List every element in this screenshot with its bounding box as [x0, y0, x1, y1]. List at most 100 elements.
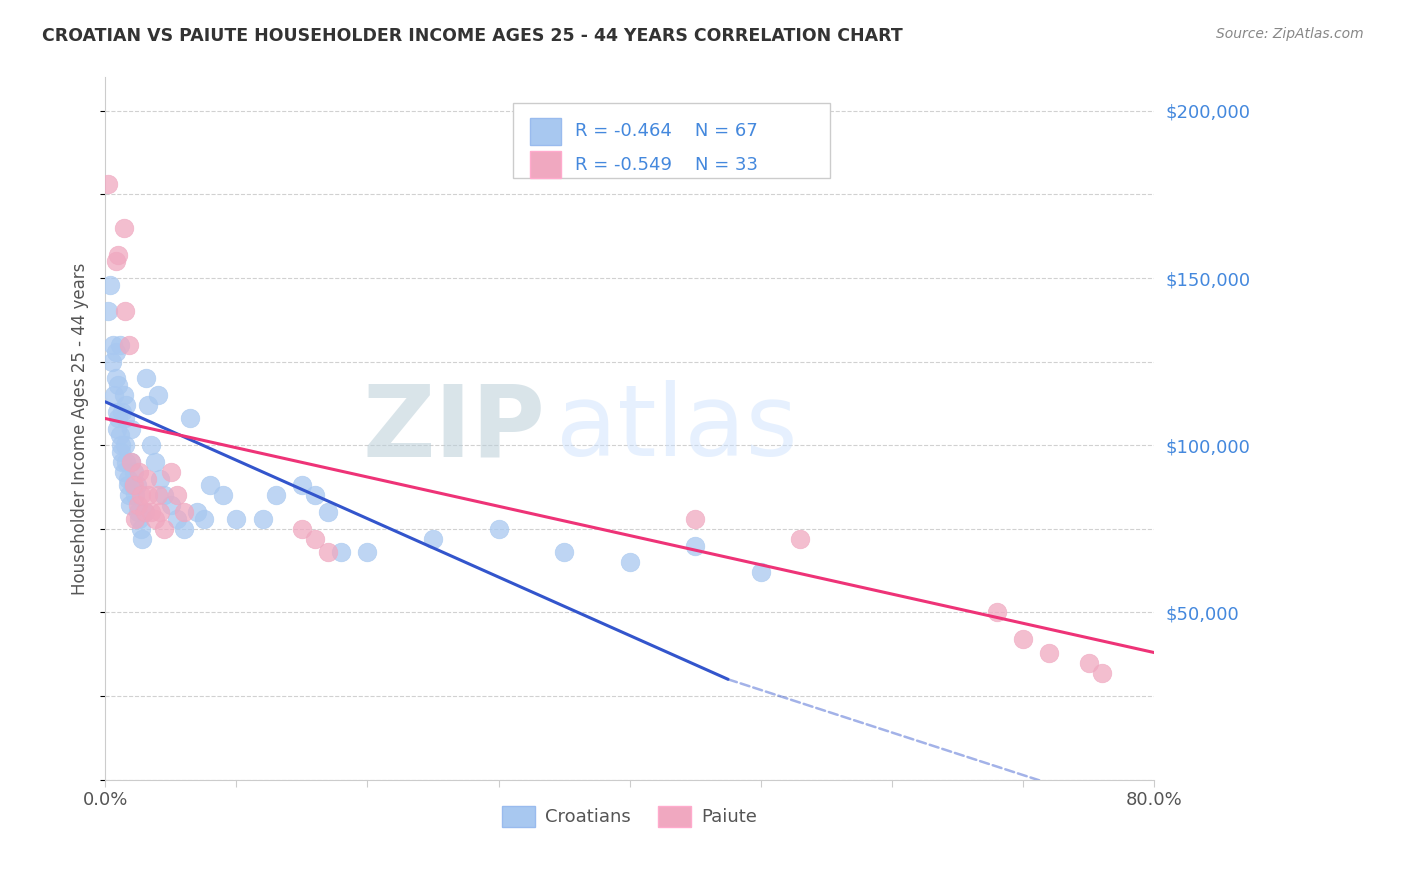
Point	[112, 388, 135, 402]
Point	[225, 512, 247, 526]
Point	[316, 505, 339, 519]
Point	[291, 478, 314, 492]
Point	[143, 512, 166, 526]
Point	[111, 405, 134, 419]
Point	[159, 499, 181, 513]
Point	[166, 512, 188, 526]
Point	[356, 545, 378, 559]
Point	[146, 388, 169, 402]
Point	[128, 465, 150, 479]
Point	[122, 465, 145, 479]
Point	[291, 522, 314, 536]
Point	[120, 455, 142, 469]
Point	[120, 421, 142, 435]
Point	[115, 398, 138, 412]
Point	[105, 405, 128, 419]
Point	[789, 532, 811, 546]
Point	[1091, 665, 1114, 680]
Point	[173, 505, 195, 519]
Point	[117, 472, 139, 486]
Point	[179, 411, 201, 425]
Point	[105, 421, 128, 435]
Point	[104, 344, 127, 359]
Point	[186, 505, 208, 519]
Point	[173, 522, 195, 536]
Point	[114, 438, 136, 452]
Point	[120, 455, 142, 469]
Point	[153, 522, 176, 536]
Point	[97, 178, 120, 192]
Point	[146, 488, 169, 502]
Point	[149, 472, 172, 486]
Point	[134, 505, 156, 519]
Point	[316, 545, 339, 559]
Point	[103, 388, 125, 402]
Point	[118, 338, 141, 352]
Text: R = -0.464    N = 67: R = -0.464 N = 67	[575, 122, 758, 140]
Point	[110, 438, 132, 452]
Point	[104, 371, 127, 385]
Text: CROATIAN VS PAIUTE HOUSEHOLDER INCOME AGES 25 - 44 YEARS CORRELATION CHART: CROATIAN VS PAIUTE HOUSEHOLDER INCOME AG…	[42, 27, 903, 45]
Point	[129, 488, 152, 502]
Point	[129, 522, 152, 536]
Point	[422, 532, 444, 546]
Point	[122, 478, 145, 492]
Point	[166, 488, 188, 502]
Point	[252, 512, 274, 526]
Legend: Croatians, Paiute: Croatians, Paiute	[495, 798, 765, 834]
Point	[124, 488, 146, 502]
Point	[115, 455, 138, 469]
Point	[104, 254, 127, 268]
Point	[683, 512, 706, 526]
Point	[100, 277, 122, 292]
Point	[212, 488, 235, 502]
Point	[1012, 632, 1035, 647]
Point	[139, 505, 162, 519]
Point	[118, 488, 141, 502]
Point	[97, 304, 120, 318]
Point	[304, 532, 326, 546]
Point	[138, 488, 160, 502]
Point	[131, 532, 153, 546]
Point	[304, 488, 326, 502]
Point	[128, 512, 150, 526]
Point	[159, 465, 181, 479]
Point	[110, 445, 132, 459]
Point	[112, 465, 135, 479]
Point	[127, 505, 149, 519]
Point	[198, 478, 221, 492]
Point	[114, 304, 136, 318]
Point	[330, 545, 353, 559]
Text: atlas: atlas	[557, 380, 797, 477]
Point	[153, 488, 176, 502]
Point	[488, 522, 510, 536]
Point	[1038, 646, 1060, 660]
Point	[135, 371, 157, 385]
Point	[149, 505, 172, 519]
Point	[100, 354, 122, 368]
Point	[108, 338, 131, 352]
Point	[986, 606, 1008, 620]
Text: R = -0.549    N = 33: R = -0.549 N = 33	[575, 156, 758, 174]
Point	[101, 338, 124, 352]
Point	[139, 438, 162, 452]
Point	[138, 398, 160, 412]
Point	[619, 555, 641, 569]
Point	[683, 539, 706, 553]
Point	[111, 455, 134, 469]
Point	[117, 478, 139, 492]
Point	[107, 411, 129, 425]
Point	[127, 499, 149, 513]
Point	[107, 247, 129, 261]
Y-axis label: Householder Income Ages 25 - 44 years: Householder Income Ages 25 - 44 years	[72, 262, 89, 595]
Point	[112, 220, 135, 235]
Point	[553, 545, 575, 559]
Point	[107, 378, 129, 392]
Point	[114, 411, 136, 425]
Point	[264, 488, 287, 502]
Point	[124, 512, 146, 526]
Point	[120, 499, 142, 513]
Point	[143, 455, 166, 469]
Text: ZIP: ZIP	[363, 380, 546, 477]
Point	[125, 478, 148, 492]
